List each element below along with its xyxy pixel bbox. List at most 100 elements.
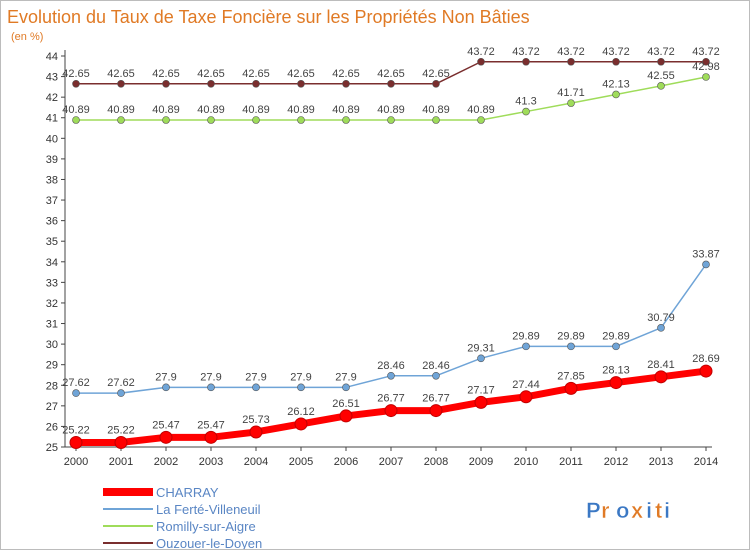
data-point [252, 116, 260, 124]
data-point [162, 116, 170, 124]
x-tick-label: 2000 [64, 456, 88, 468]
data-label: 40.89 [377, 104, 405, 116]
data-point [567, 57, 575, 66]
y-tick-label: 40 [46, 133, 58, 145]
data-label: 42.65 [422, 68, 450, 80]
data-point [249, 425, 263, 439]
data-point [699, 364, 713, 378]
x-tick-label: 2006 [334, 456, 358, 468]
data-label: 25.47 [152, 419, 180, 431]
data-point [477, 116, 485, 124]
data-point [297, 79, 305, 88]
data-point [702, 260, 710, 269]
data-label: 28.41 [647, 359, 675, 371]
data-point [207, 79, 215, 88]
x-tick-label: 2013 [649, 456, 673, 468]
y-tick-label: 27 [46, 401, 58, 413]
data-label: 26.77 [422, 393, 450, 405]
data-point [294, 417, 308, 431]
data-point [342, 79, 350, 88]
data-label: 29.89 [602, 330, 630, 342]
data-label: 42.55 [647, 70, 675, 82]
data-label: 27.44 [512, 379, 540, 391]
data-point [429, 404, 443, 418]
data-label: 25.47 [197, 419, 225, 431]
y-tick-label: 44 [46, 51, 58, 63]
y-tick-label: 32 [46, 298, 58, 310]
x-tick-label: 2011 [559, 456, 583, 468]
data-label: 42.65 [107, 68, 135, 80]
x-tick-label: 2014 [694, 456, 718, 468]
data-label: 42.65 [62, 68, 90, 80]
logo-letter: x [631, 498, 644, 523]
data-label: 29.89 [557, 330, 585, 342]
data-point [432, 116, 440, 124]
data-label: 26.51 [332, 398, 360, 410]
data-point [387, 116, 395, 124]
data-label: 40.89 [62, 104, 90, 116]
data-label: 28.13 [602, 365, 630, 377]
x-tick-label: 2005 [289, 456, 313, 468]
data-point [387, 371, 395, 380]
series-0: 25.22 25.22 25.47 25.47 25.73 26.12 26.51 26.77… [62, 353, 720, 449]
legend-label: La Ferté-Villeneuil [156, 502, 261, 517]
y-tick-label: 43 [46, 72, 58, 84]
data-point [612, 90, 620, 99]
data-label: 40.89 [197, 104, 225, 116]
data-point [384, 404, 398, 418]
legend-label: Romilly-sur-Aigre [156, 519, 256, 534]
data-label: 42.13 [602, 78, 630, 90]
data-label: 25.73 [242, 414, 270, 426]
y-tick-label: 29 [46, 360, 58, 372]
data-point [117, 79, 125, 88]
data-label: 41.71 [557, 87, 585, 99]
data-label: 43.72 [512, 46, 540, 58]
data-label: 26.12 [287, 406, 315, 418]
data-label: 27.17 [467, 384, 495, 396]
data-label: 28.46 [422, 360, 450, 372]
data-point [117, 116, 125, 124]
data-label: 42.65 [242, 68, 270, 80]
y-tick-label: 33 [46, 277, 58, 289]
x-tick-label: 2009 [469, 456, 493, 468]
data-label: 30.79 [647, 312, 675, 324]
data-label: 27.9 [290, 371, 311, 383]
legend-label: Ouzouer-le-Doyen [156, 536, 262, 549]
y-tick-label: 38 [46, 174, 58, 186]
data-point [204, 430, 218, 444]
data-point [207, 116, 215, 124]
data-label: 27.9 [200, 371, 221, 383]
y-tick-label: 34 [46, 257, 58, 269]
legend-swatch [103, 542, 153, 544]
data-label: 43.72 [557, 46, 585, 58]
logo-letter: t [655, 498, 663, 523]
data-label: 40.89 [287, 104, 315, 116]
data-point [69, 435, 83, 449]
series-3: 42.65 42.65 42.65 42.65 42.65 42.65 42.65 42.65… [62, 46, 720, 88]
data-label: 40.89 [332, 104, 360, 116]
data-point [702, 73, 710, 81]
data-point [609, 376, 623, 390]
y-tick-label: 42 [46, 92, 58, 104]
data-point [72, 389, 80, 397]
legend-label: CHARRAY [156, 485, 219, 500]
data-label: 40.89 [107, 104, 135, 116]
data-label: 42.65 [197, 68, 225, 80]
data-point [117, 389, 125, 397]
legend-swatch [103, 508, 153, 510]
data-point [522, 342, 530, 351]
logo-letter: i [664, 498, 670, 523]
data-label: 27.9 [335, 371, 356, 383]
data-label: 25.22 [62, 424, 90, 436]
data-label: 27.85 [557, 370, 585, 382]
x-tick-label: 2002 [154, 456, 178, 468]
data-label: 29.89 [512, 330, 540, 342]
y-tick-label: 26 [46, 421, 58, 433]
data-label: 25.22 [107, 424, 135, 436]
data-point [567, 99, 575, 107]
data-point [72, 79, 80, 88]
series-layer: 42.65 42.65 42.65 42.65 42.65 42.65 42.65 42.65… [62, 46, 720, 449]
data-point [612, 57, 620, 66]
data-label: 27.62 [62, 377, 90, 389]
data-label: 42.65 [332, 68, 360, 80]
